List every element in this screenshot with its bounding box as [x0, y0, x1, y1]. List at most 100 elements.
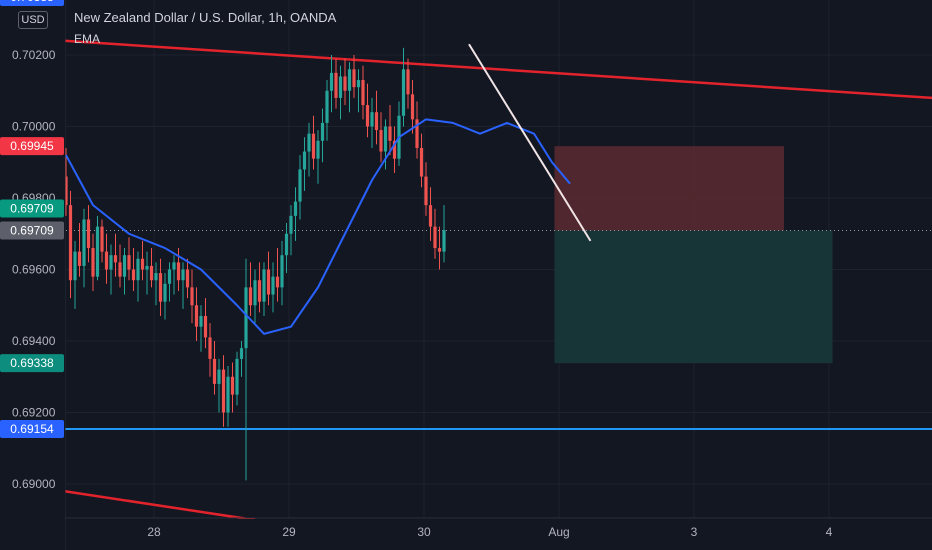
candle-body — [248, 287, 253, 306]
candle-body — [271, 276, 275, 295]
candle-body — [77, 251, 82, 266]
candle-body — [311, 133, 316, 159]
candle-body — [307, 133, 311, 152]
candle-body — [244, 287, 248, 349]
candle-body — [86, 219, 91, 249]
candle-body — [266, 269, 271, 295]
y-tick-label: 0.69000 — [12, 477, 56, 491]
take-profit-zone — [554, 230, 833, 364]
candle-body — [140, 258, 145, 270]
price-badge-stop: 0.69945 — [10, 139, 54, 153]
candle-body — [419, 147, 424, 177]
candle-body — [181, 269, 185, 281]
candle-body — [361, 80, 365, 106]
candle-body — [257, 280, 262, 302]
price-badge-last-bg — [0, 199, 64, 218]
candle-body — [127, 255, 131, 270]
candle-body — [64, 176, 68, 206]
candle-body — [185, 269, 190, 288]
candle-body — [383, 126, 388, 152]
candle-body — [406, 69, 410, 95]
candle-body — [410, 94, 415, 120]
candle-body — [302, 151, 307, 170]
candle-body — [91, 248, 95, 277]
symbol-title[interactable]: New Zealand Dollar / U.S. Dollar, 1h, OA… — [74, 10, 337, 25]
candle-body — [113, 255, 118, 263]
candle-body — [262, 269, 266, 302]
candle-body — [221, 369, 226, 413]
time-axis-bg — [66, 519, 932, 550]
candle-body — [199, 315, 203, 327]
candle-body — [388, 126, 392, 141]
candle-body — [203, 315, 208, 338]
candle-body — [293, 201, 298, 216]
price-badge-target: 0.69338 — [10, 356, 54, 370]
candle-body — [343, 76, 347, 91]
candle-body — [167, 269, 172, 284]
x-tick-label: 29 — [282, 525, 296, 539]
price-axis-bg — [0, 0, 65, 550]
y-tick-label: 0.69400 — [12, 334, 56, 348]
indicator-label[interactable]: EMA — [74, 32, 101, 46]
y-tick-label: 0.70000 — [12, 120, 56, 134]
candle-body — [392, 140, 397, 159]
candle-body — [176, 262, 181, 281]
candle-body — [230, 376, 235, 395]
candle-body — [442, 230, 446, 252]
y-tick-label: 0.69600 — [12, 263, 56, 277]
candle-body — [131, 269, 136, 281]
candle-body — [374, 112, 379, 131]
candle-body — [122, 255, 127, 277]
candle-body — [338, 76, 343, 98]
price-badge-top: 0.70388 — [10, 0, 54, 4]
candle-body — [239, 348, 244, 359]
candle-body — [325, 90, 329, 123]
chart-legend: New Zealand Dollar / U.S. Dollar, 1h, OA… — [74, 11, 336, 45]
ema-line — [65, 118, 571, 335]
candle-body — [316, 140, 320, 159]
price-badge-current: 0.69709 — [10, 224, 54, 238]
candle-body — [172, 262, 176, 270]
candle-body — [149, 265, 154, 281]
candle-body — [320, 122, 325, 141]
candle-body — [163, 283, 167, 302]
candle-body — [226, 376, 230, 413]
x-tick-label: 30 — [417, 525, 431, 539]
white-trendline — [468, 43, 592, 242]
upper-trendline — [63, 39, 932, 100]
price-badge-support: 0.69154 — [10, 422, 54, 436]
candle-body — [379, 130, 383, 152]
candle-body — [212, 358, 217, 384]
candle-body — [280, 255, 284, 288]
candle-body — [253, 280, 257, 306]
y-tick-label: 0.69200 — [12, 406, 56, 420]
candle-body — [136, 258, 140, 281]
candle-body — [217, 369, 221, 384]
x-tick-label: 3 — [691, 525, 698, 539]
candle-body — [334, 72, 338, 98]
candle-body — [100, 226, 104, 252]
candle-body — [401, 69, 406, 116]
candle-body — [428, 205, 433, 227]
candle-body — [329, 72, 334, 91]
candle-body — [158, 273, 163, 302]
candle-body — [109, 255, 113, 270]
candle-body — [194, 305, 199, 327]
price-badge-stop-bg — [0, 137, 64, 156]
candle-body — [365, 105, 370, 127]
x-tick-label: 4 — [826, 525, 833, 539]
candle-body — [347, 69, 352, 91]
candle-body — [433, 226, 437, 249]
candle-body — [437, 248, 442, 252]
candle-body — [118, 262, 122, 277]
candle-body — [424, 176, 428, 206]
candle-body — [235, 358, 239, 395]
candle-body — [154, 273, 158, 281]
candle-body — [104, 251, 109, 270]
price-badge-target-bg — [0, 354, 64, 373]
price-badge-support-bg — [0, 419, 64, 438]
currency-badge[interactable]: USD — [18, 11, 48, 29]
candle-body — [352, 69, 356, 88]
